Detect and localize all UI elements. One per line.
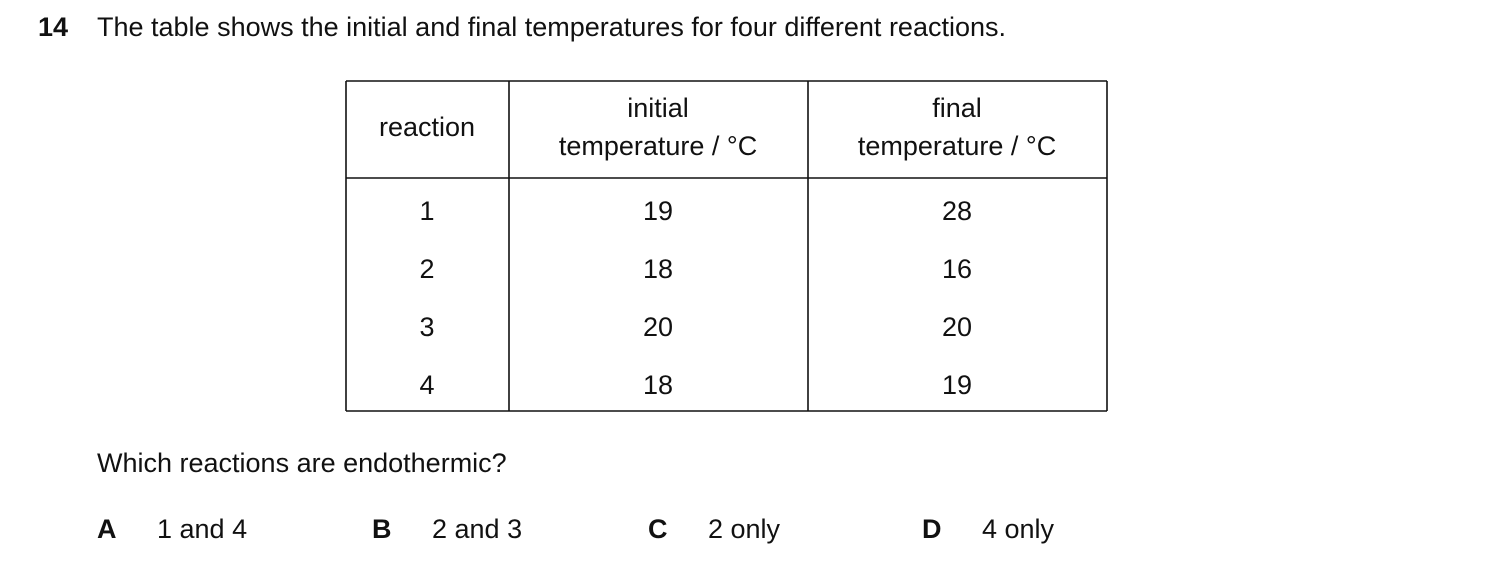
- table-cell: 20: [643, 312, 673, 342]
- header-cell: temperature / °C: [559, 131, 757, 161]
- question-stem: The table shows the initial and final te…: [97, 12, 1006, 42]
- header-cell: final: [932, 93, 982, 123]
- question-prompt: Which reactions are endothermic?: [97, 448, 507, 478]
- table-cell: 19: [643, 196, 673, 226]
- table: reaction initial temperature / °C final temp…: [345, 80, 1108, 412]
- table-cell: 3: [419, 312, 434, 342]
- option-letter: A: [97, 514, 117, 544]
- header-cell: initial: [627, 93, 689, 123]
- table-cell: 18: [643, 254, 673, 284]
- table-cell: 4: [419, 370, 434, 400]
- option-text: 4 only: [982, 514, 1055, 544]
- table-cell: 19: [942, 370, 972, 400]
- option-text: 1 and 4: [157, 514, 247, 544]
- option-letter: C: [648, 514, 668, 544]
- table-cell: 16: [942, 254, 972, 284]
- option-letter: B: [372, 514, 392, 544]
- question-number: 14: [38, 12, 68, 42]
- table-cell: 18: [643, 370, 673, 400]
- option-text: 2 and 3: [432, 514, 522, 544]
- table-cell: 28: [942, 196, 972, 226]
- header-cell: temperature / °C: [858, 131, 1056, 161]
- option-letter: D: [922, 514, 942, 544]
- table-cell: 2: [419, 254, 434, 284]
- header-cell: reaction: [379, 112, 475, 142]
- table-cell: 1: [419, 196, 434, 226]
- option-text: 2 only: [708, 514, 781, 544]
- table-cell: 20: [942, 312, 972, 342]
